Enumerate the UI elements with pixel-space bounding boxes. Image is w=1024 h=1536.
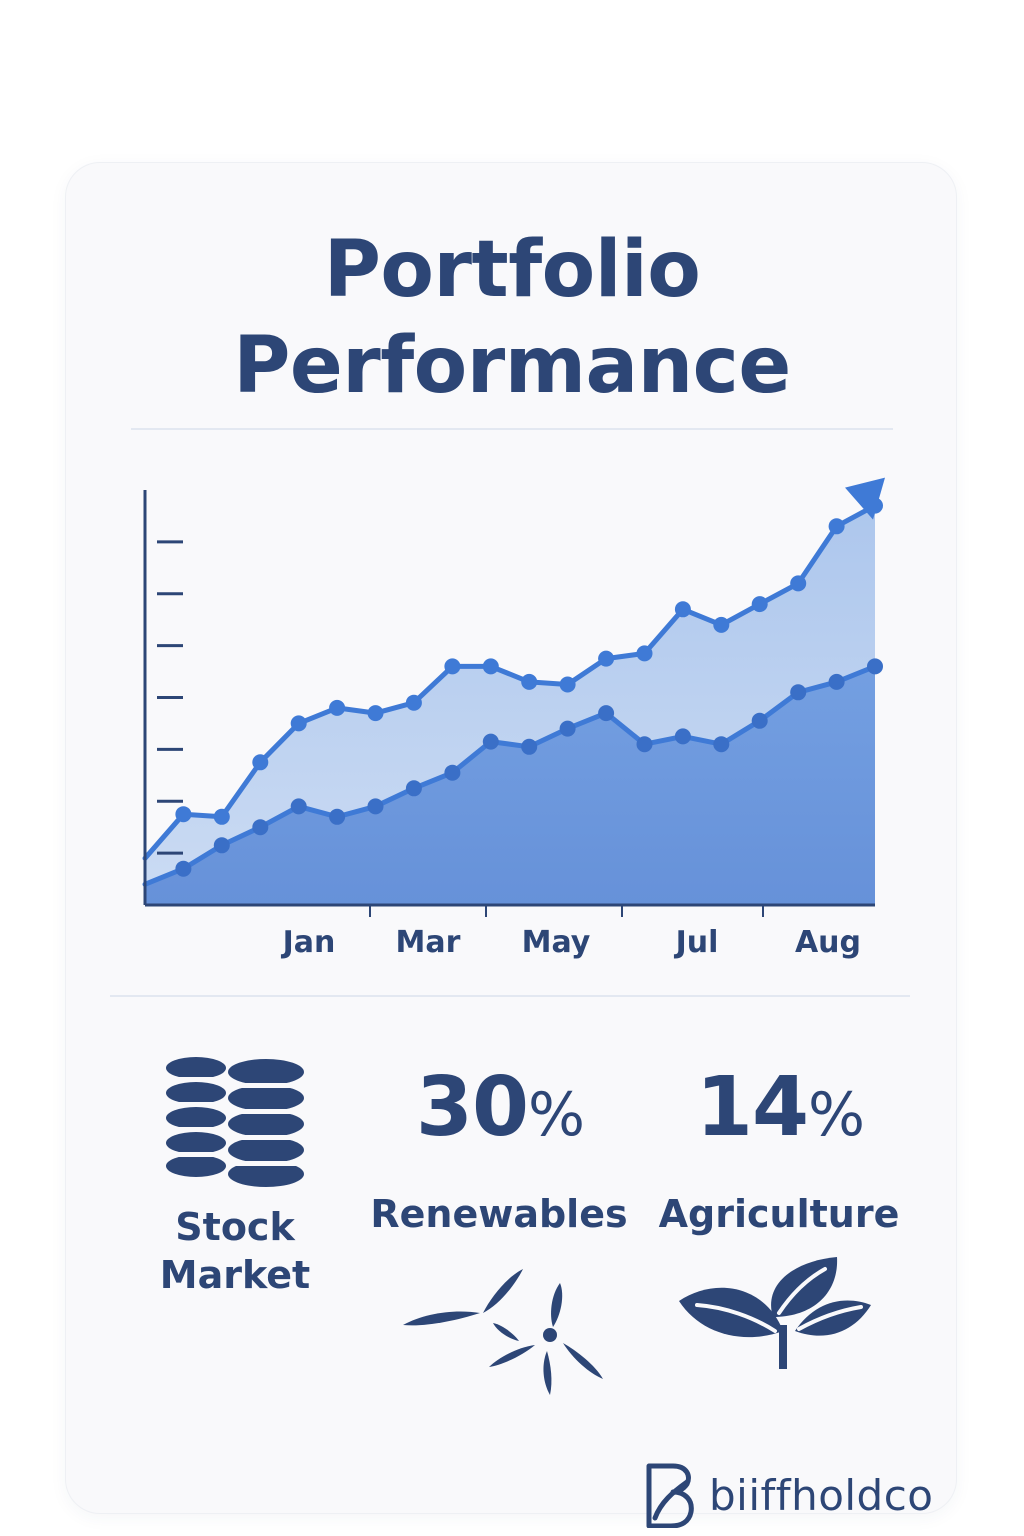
series-1-point bbox=[290, 715, 307, 732]
brand-name: biiffholdco bbox=[709, 1470, 934, 1520]
series-2-area bbox=[145, 666, 875, 905]
series-1-point bbox=[751, 596, 768, 613]
series-2-point bbox=[636, 736, 653, 753]
agriculture-label: Agriculture bbox=[658, 1192, 900, 1236]
renewables-unit: % bbox=[528, 1080, 585, 1150]
x-tick-label: Jul bbox=[674, 925, 719, 960]
agriculture-value: 14% bbox=[660, 1060, 900, 1155]
x-tick-label: Aug bbox=[795, 925, 861, 960]
series-1-point bbox=[252, 754, 269, 771]
agriculture-unit: % bbox=[808, 1080, 865, 1150]
series-2-point bbox=[598, 705, 615, 722]
series-2-point bbox=[175, 860, 192, 877]
series-1-point bbox=[713, 616, 730, 633]
brand-logo: biiffholdco bbox=[643, 1460, 934, 1530]
performance-chart: Jan Mar May Jul Aug bbox=[142, 477, 885, 960]
page-title: Portfolio Performance bbox=[0, 222, 1024, 414]
series-1-point bbox=[790, 575, 807, 592]
agriculture-number: 14 bbox=[695, 1060, 809, 1155]
series-1-point bbox=[559, 676, 576, 693]
series-2-point bbox=[790, 684, 807, 701]
trend-arrow-head bbox=[845, 477, 885, 520]
series-1-point bbox=[636, 645, 653, 662]
series-1-point bbox=[482, 658, 499, 675]
title-line-1: Portfolio bbox=[323, 225, 701, 315]
leaves-icon bbox=[679, 1257, 871, 1369]
series-1-point bbox=[175, 806, 192, 823]
series-1-point bbox=[367, 705, 384, 722]
series-2-point bbox=[867, 658, 883, 675]
coin-stacks-icon bbox=[164, 1057, 306, 1187]
series-2-point bbox=[674, 728, 691, 745]
series-1-point bbox=[521, 673, 538, 690]
series-2-point bbox=[713, 736, 730, 753]
series-1-point bbox=[828, 518, 845, 535]
series-1-point bbox=[598, 650, 615, 667]
series-1-point bbox=[405, 694, 422, 711]
series-2-point bbox=[405, 780, 422, 797]
stats-divider bbox=[110, 995, 910, 997]
x-tick-label: Jan bbox=[281, 925, 336, 960]
stock-label-line-2: Market bbox=[159, 1253, 311, 1297]
series-2-point bbox=[482, 733, 499, 750]
series-2-point bbox=[367, 798, 384, 815]
x-tick-label: Mar bbox=[396, 925, 461, 960]
title-divider bbox=[131, 428, 893, 430]
series-1-point bbox=[674, 601, 691, 618]
series-1-point bbox=[444, 658, 461, 675]
renewables-number: 30 bbox=[415, 1060, 529, 1155]
renewables-label: Renewables bbox=[370, 1192, 628, 1236]
series-2-point bbox=[521, 738, 538, 755]
x-tick-label: May bbox=[522, 925, 591, 960]
stock-market-label: Stock Market bbox=[130, 1203, 340, 1299]
series-2-point bbox=[559, 720, 576, 737]
title-line-2: Performance bbox=[233, 321, 791, 411]
series-2-point bbox=[751, 712, 768, 729]
series-2-point bbox=[828, 673, 845, 690]
series-1-point bbox=[213, 808, 230, 825]
b-monogram-icon bbox=[646, 1463, 694, 1528]
renewables-value: 30% bbox=[380, 1060, 620, 1155]
series-2-point bbox=[329, 808, 346, 825]
series-2-point bbox=[290, 798, 307, 815]
series-1-point bbox=[329, 699, 346, 716]
series-2-point bbox=[444, 764, 461, 781]
wind-turbine-icon bbox=[403, 1269, 603, 1395]
series-2-point bbox=[213, 837, 230, 854]
series-2-point bbox=[252, 819, 269, 836]
stock-label-line-1: Stock bbox=[175, 1205, 295, 1249]
